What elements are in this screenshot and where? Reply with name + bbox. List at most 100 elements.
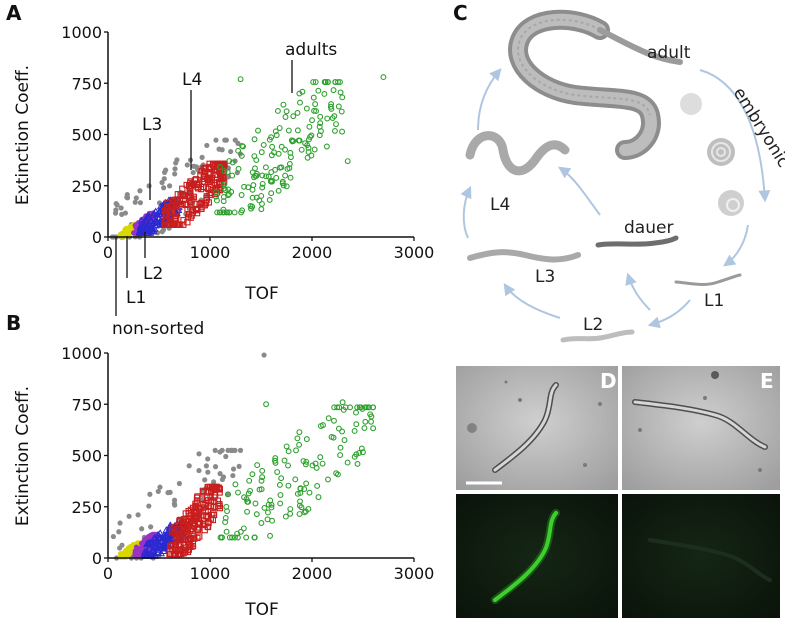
data-point-adults <box>273 174 280 181</box>
data-point-non-sorted <box>172 171 178 177</box>
y-tick-label: 250 <box>71 177 102 196</box>
data-point-adults <box>297 485 304 492</box>
data-point-non-sorted <box>219 447 225 453</box>
data-point-non-sorted <box>139 526 145 532</box>
x-tick-label: 2000 <box>292 243 333 262</box>
data-point-adults <box>361 425 368 432</box>
data-point-adults <box>305 149 312 156</box>
data-point-adults <box>310 94 317 101</box>
data-point-non-sorted <box>228 447 234 453</box>
data-point-non-sorted <box>230 472 236 479</box>
data-point-adults <box>255 127 261 134</box>
data-point-non-sorted <box>202 477 208 483</box>
data-point-adults <box>338 108 345 115</box>
data-point-adults <box>303 436 310 443</box>
data-point-adults <box>244 498 251 505</box>
data-point-l4 <box>194 520 201 527</box>
data-point-non-sorted <box>216 146 222 152</box>
data-point-l3 <box>144 220 153 227</box>
data-point-adults <box>265 509 271 516</box>
data-point-adults <box>354 404 361 411</box>
data-point-non-sorted <box>172 502 178 508</box>
data-point-non-sorted <box>186 463 192 469</box>
data-point-adults <box>311 107 318 114</box>
data-point-non-sorted <box>146 183 152 189</box>
data-point-adults <box>328 101 335 108</box>
data-point-adults <box>297 498 303 505</box>
micrograph-e-brightfield <box>622 366 780 490</box>
data-point-non-sorted <box>184 162 190 168</box>
cycle-arrow-l1-l2 <box>647 299 691 329</box>
data-point-non-sorted <box>119 211 125 217</box>
data-point-l4 <box>208 511 215 519</box>
data-point-adults <box>335 425 342 432</box>
data-point-adults <box>294 490 301 497</box>
data-point-adults <box>323 143 330 150</box>
panel-letter-a: A <box>6 1 22 25</box>
stage-label-adult: adult <box>647 43 691 63</box>
x-tick-label: 3000 <box>394 564 435 583</box>
data-point-adults <box>309 117 316 124</box>
data-point-non-sorted <box>190 169 196 176</box>
stage-label-l1: L1 <box>704 291 724 311</box>
data-point-non-sorted <box>167 183 173 189</box>
axes <box>104 31 415 241</box>
data-point-adults <box>285 448 292 455</box>
data-point-l3 <box>154 545 162 553</box>
adult-worm <box>508 9 683 160</box>
data-point-adults <box>294 109 301 116</box>
data-point-adults <box>277 492 284 498</box>
data-point-adults <box>282 513 289 520</box>
data-point-adults <box>266 196 273 203</box>
x-axis-label: TOF <box>244 600 279 620</box>
data-point-adults <box>283 183 290 190</box>
data-point-non-sorted <box>159 179 165 186</box>
data-point-adults <box>317 120 324 127</box>
data-point-l3 <box>161 531 170 539</box>
data-point-adults <box>325 476 331 483</box>
data-point-l4 <box>185 194 193 201</box>
annotations-a: adults L4 L3 L2 L1 non-sorted <box>112 40 337 339</box>
data-point-l2 <box>131 230 137 236</box>
axes <box>104 352 415 562</box>
data-point-adults <box>244 508 251 515</box>
data-point-non-sorted <box>112 210 119 216</box>
data-point-adults <box>235 489 241 496</box>
data-point-adults <box>278 475 285 482</box>
chart-marks <box>110 352 377 561</box>
x-tick-label: 1000 <box>190 243 231 262</box>
data-point-l4 <box>181 192 188 200</box>
data-point-adults <box>213 197 220 204</box>
data-point-adults <box>275 187 282 194</box>
data-point-adults <box>285 127 292 134</box>
data-point-adults <box>296 429 303 436</box>
annotation-adults: adults <box>285 40 337 60</box>
data-point-l3 <box>142 540 151 547</box>
data-point-adults <box>296 502 303 509</box>
data-point-adults <box>234 534 241 541</box>
data-point-adults <box>252 172 259 179</box>
data-point-adults <box>232 481 239 488</box>
data-point-adults <box>262 164 269 171</box>
data-point-adults <box>347 404 353 411</box>
data-point-adults <box>221 185 228 192</box>
stage-label-l4: L4 <box>490 195 510 215</box>
data-point-l4 <box>193 513 200 520</box>
x-tick-label: 0 <box>103 564 113 583</box>
data-point-adults <box>231 209 238 216</box>
data-point-l3 <box>147 225 156 233</box>
data-point-adults <box>341 437 348 444</box>
data-point-l3 <box>157 549 166 557</box>
data-point-adults <box>274 108 281 114</box>
micrograph-grid: D E <box>456 366 780 618</box>
data-point-adults <box>281 457 288 464</box>
data-point-l4 <box>211 498 218 506</box>
data-point-l4 <box>177 541 184 549</box>
scatter-chart-a: Extinction Coeff. TOF 0 1000 2000 3000 0 250 5… <box>13 23 434 304</box>
data-point-adults <box>317 113 324 120</box>
data-point-l4 <box>189 540 197 547</box>
data-point-non-sorted <box>230 466 237 472</box>
data-point-adults <box>276 481 283 488</box>
data-point-adults <box>251 534 258 541</box>
data-point-l3 <box>136 228 145 236</box>
